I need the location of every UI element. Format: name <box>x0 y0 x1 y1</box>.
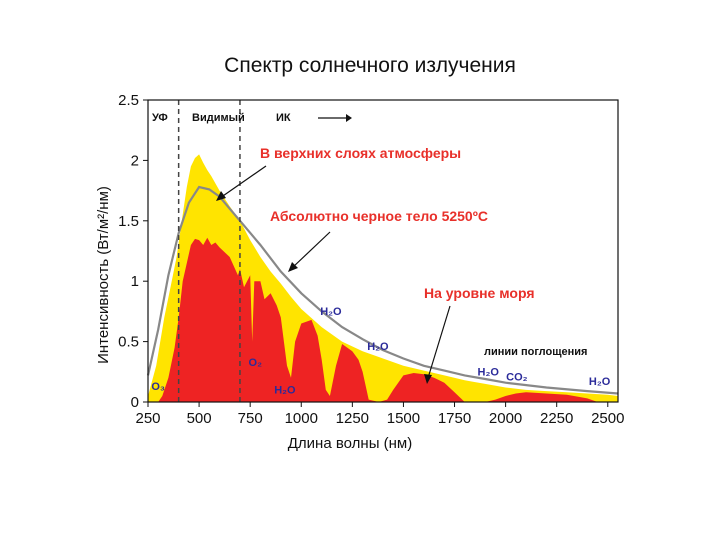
y-tick-label: 2 <box>131 152 139 169</box>
absorption-label: O₂ <box>249 357 263 369</box>
absorption-labels: O₃ O₂ H₂O H₂O H₂O H₂O CO₂ H₂O <box>151 306 610 397</box>
series-area-sea-level <box>148 237 618 402</box>
annotation-top-atmosphere: В верхних слоях атмосферы <box>260 145 461 161</box>
x-tick-label: 500 <box>187 410 212 427</box>
x-tick-label: 1000 <box>285 410 318 427</box>
y-tick-label: 0 <box>131 394 139 411</box>
absorption-label: H₂O <box>367 341 389 353</box>
absorption-label: H₂O <box>589 376 611 388</box>
ir-arrow-head <box>346 114 352 122</box>
x-axis-ticks: 250 500 750 1000 1250 1500 1750 2000 2250 2500 <box>135 402 624 427</box>
y-tick-label: 1.5 <box>118 213 139 230</box>
series-line-blackbody <box>146 185 619 395</box>
absorption-label: H₂O <box>274 385 296 397</box>
y-tick-label: 1 <box>131 273 139 290</box>
absorption-label: CO₂ <box>506 371 528 383</box>
x-tick-label: 1750 <box>438 410 471 427</box>
x-axis-label: Длина волны (нм) <box>288 435 412 452</box>
annotation-top-atmosphere-arrow <box>219 165 267 199</box>
region-label-ir: ИК <box>276 112 291 124</box>
x-tick-label: 250 <box>135 410 160 427</box>
annotation-blackbody-arrow <box>291 231 331 269</box>
region-label-visible: Видимый <box>192 112 245 124</box>
y-axis-label: Интенсивность (Вт/м²/нм) <box>95 186 112 364</box>
annotation-blackbody: Абсолютно черное тело 5250ºС <box>270 208 488 224</box>
annotation-sea-level-arrow <box>427 305 451 379</box>
x-tick-label: 1250 <box>336 410 369 427</box>
annotation-blackbody-arrowhead <box>288 262 298 272</box>
annotation-sea-level: На уровне моря <box>424 285 535 301</box>
annotation-absorption-lines: линии поглощения <box>484 346 587 358</box>
x-tick-label: 2250 <box>540 410 573 427</box>
plot-frame <box>147 99 619 403</box>
x-tick-label: 1500 <box>387 410 420 427</box>
region-label-uv: УФ <box>152 112 168 124</box>
absorption-label: H₂O <box>320 306 342 318</box>
y-tick-label: 0.5 <box>118 334 139 351</box>
x-tick-label: 2000 <box>489 410 522 427</box>
x-tick-label: 750 <box>238 410 263 427</box>
y-axis-ticks: 0 0.5 1 1.5 2 2.5 <box>118 92 148 411</box>
annotation-sea-level-arrowhead <box>424 374 432 384</box>
annotation-top-atmosphere-arrowhead <box>216 191 226 201</box>
y-tick-label: 2.5 <box>118 92 139 109</box>
absorption-label: O₃ <box>151 381 165 393</box>
absorption-label: H₂O <box>478 366 500 378</box>
chart-title: Спектр солнечного излучения <box>224 54 516 77</box>
x-tick-label: 2500 <box>591 410 624 427</box>
plot-area: O₃ O₂ H₂O H₂O H₂O H₂O CO₂ H₂O <box>146 99 619 403</box>
